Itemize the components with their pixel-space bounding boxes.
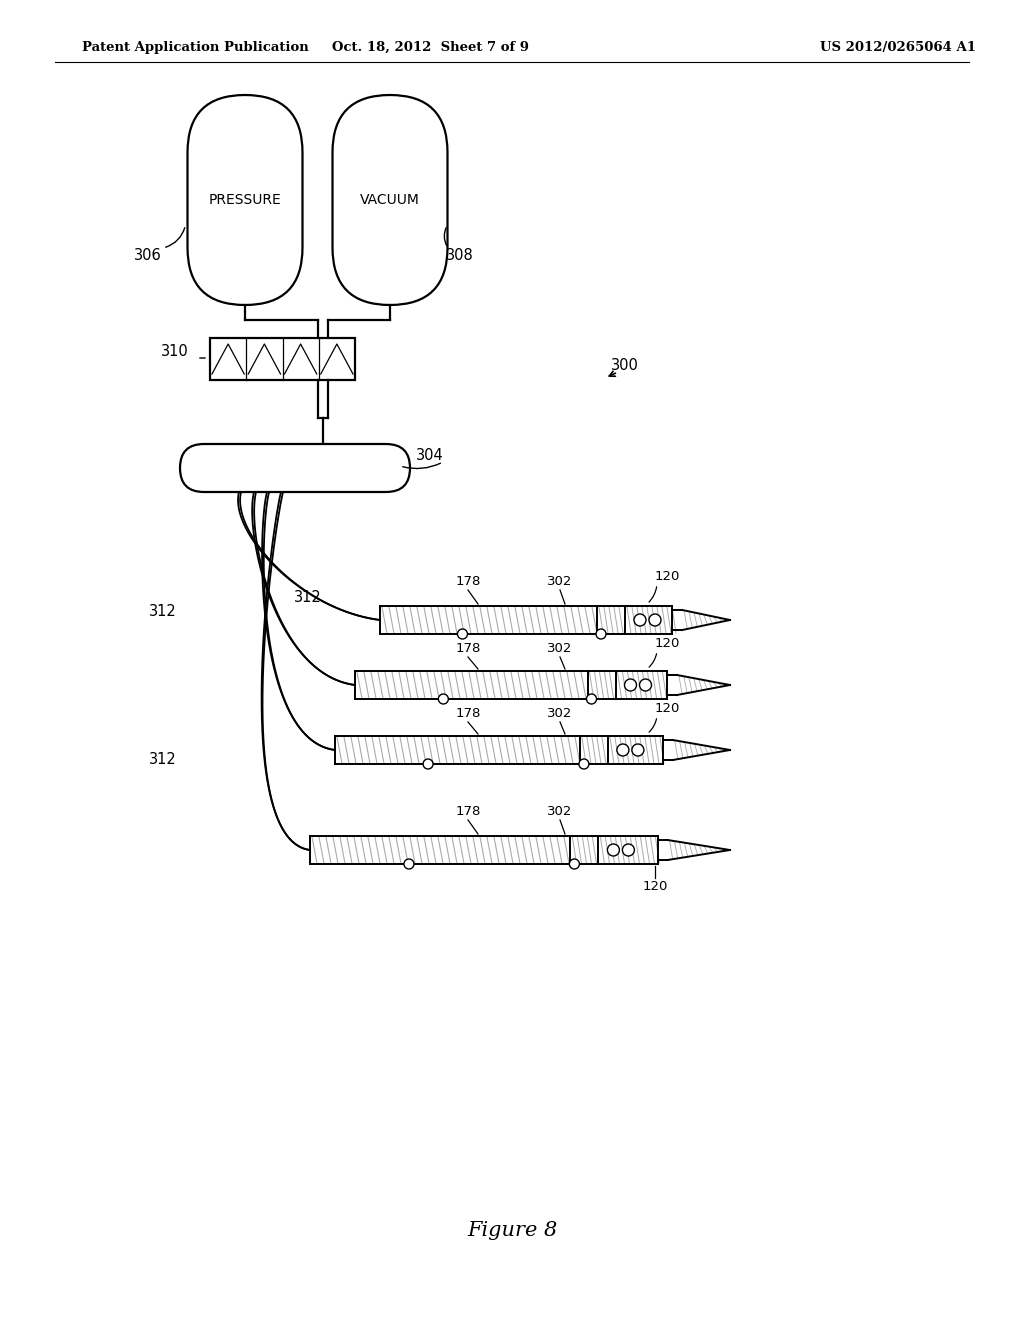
Text: 312: 312 [150, 752, 177, 767]
Text: 178: 178 [456, 642, 480, 655]
Circle shape [438, 694, 449, 704]
Text: PRESSURE: PRESSURE [209, 193, 282, 207]
Text: 312: 312 [150, 605, 177, 619]
Circle shape [649, 614, 662, 626]
Text: 120: 120 [655, 702, 680, 715]
Circle shape [607, 843, 620, 855]
Bar [210, 338, 355, 380]
Text: 310: 310 [161, 345, 188, 359]
Text: 312: 312 [294, 590, 322, 606]
Text: 304: 304 [416, 449, 443, 463]
Text: 302: 302 [547, 642, 572, 655]
Text: 120: 120 [655, 638, 680, 649]
FancyBboxPatch shape [333, 95, 447, 305]
Text: 178: 178 [456, 576, 480, 587]
Text: VACUUM: VACUUM [360, 193, 420, 207]
Text: 308: 308 [446, 248, 474, 263]
Circle shape [632, 744, 644, 756]
Text: 302: 302 [547, 708, 572, 719]
Text: 178: 178 [456, 708, 480, 719]
Text: Figure 8: Figure 8 [467, 1221, 557, 1239]
FancyBboxPatch shape [187, 95, 302, 305]
Circle shape [640, 678, 651, 690]
Text: 306: 306 [134, 248, 162, 263]
Circle shape [623, 843, 635, 855]
Text: 300: 300 [611, 358, 639, 372]
Text: 120: 120 [642, 880, 668, 894]
Text: Oct. 18, 2012  Sheet 7 of 9: Oct. 18, 2012 Sheet 7 of 9 [332, 41, 528, 54]
Text: 302: 302 [547, 576, 572, 587]
Text: 178: 178 [456, 805, 480, 818]
Circle shape [403, 859, 414, 869]
Circle shape [587, 694, 597, 704]
Circle shape [423, 759, 433, 770]
Circle shape [596, 630, 606, 639]
Circle shape [458, 630, 468, 639]
Circle shape [634, 614, 646, 626]
Text: 302: 302 [547, 805, 572, 818]
Circle shape [616, 744, 629, 756]
Text: 120: 120 [655, 570, 680, 583]
Circle shape [625, 678, 637, 690]
Circle shape [569, 859, 580, 869]
Text: Patent Application Publication: Patent Application Publication [82, 41, 309, 54]
FancyBboxPatch shape [180, 444, 410, 492]
Text: US 2012/0265064 A1: US 2012/0265064 A1 [820, 41, 976, 54]
Circle shape [579, 759, 589, 770]
